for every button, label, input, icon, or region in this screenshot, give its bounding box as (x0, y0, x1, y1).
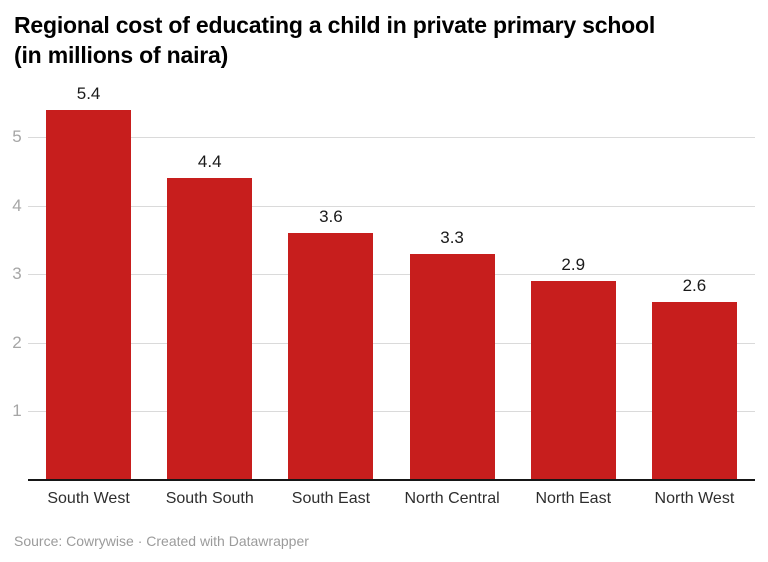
y-axis-tick-label: 5 (12, 127, 22, 146)
bar (46, 109, 132, 480)
x-axis-category-label: North Central (404, 490, 500, 507)
source-note: Source: Cowrywise · Created with Datawra… (14, 533, 309, 549)
bar (409, 253, 495, 480)
y-gridline (28, 342, 755, 344)
y-gridline (28, 137, 755, 138)
chart-title-line-2: (in millions of naira) (14, 42, 229, 68)
y-gridline (28, 411, 755, 413)
x-axis-category-label: South East (291, 490, 371, 507)
y-axis-tick-label: 3 (12, 264, 22, 284)
x-axis-category-label: South South (165, 490, 254, 507)
chart-title-line-1: Regional cost of educating a child in pr… (14, 12, 656, 38)
x-axis-category-label: South West (47, 490, 130, 507)
x-axis-line (28, 479, 755, 481)
bar-value-label: 2.9 (561, 255, 586, 275)
y-axis-tick-label: 1 (12, 401, 22, 421)
bar (530, 281, 616, 480)
chart-title: Regional cost of educating a child in pr… (14, 10, 754, 70)
plot-area: 1 2 3 4 5 5.4 South West 4.4 South South 3.6 South… (0, 84, 768, 525)
bar-value-label: 5.4 (76, 83, 101, 103)
x-axis-category-label: North West (654, 490, 735, 507)
y-axis-tick-label: 4 (12, 195, 22, 215)
y-gridline (28, 274, 755, 276)
bar-value-label: 3.3 (440, 227, 464, 247)
y-gridline (28, 205, 755, 207)
x-axis-category-label: North East (535, 490, 612, 507)
bar-value-label: 2.6 (682, 275, 707, 295)
bar (288, 233, 374, 480)
bar-value-label: 3.6 (319, 207, 343, 227)
bar (167, 178, 253, 480)
y-axis-tick-label: 2 (12, 332, 22, 352)
bar-value-label: 4.4 (197, 152, 222, 172)
bar (651, 301, 737, 480)
